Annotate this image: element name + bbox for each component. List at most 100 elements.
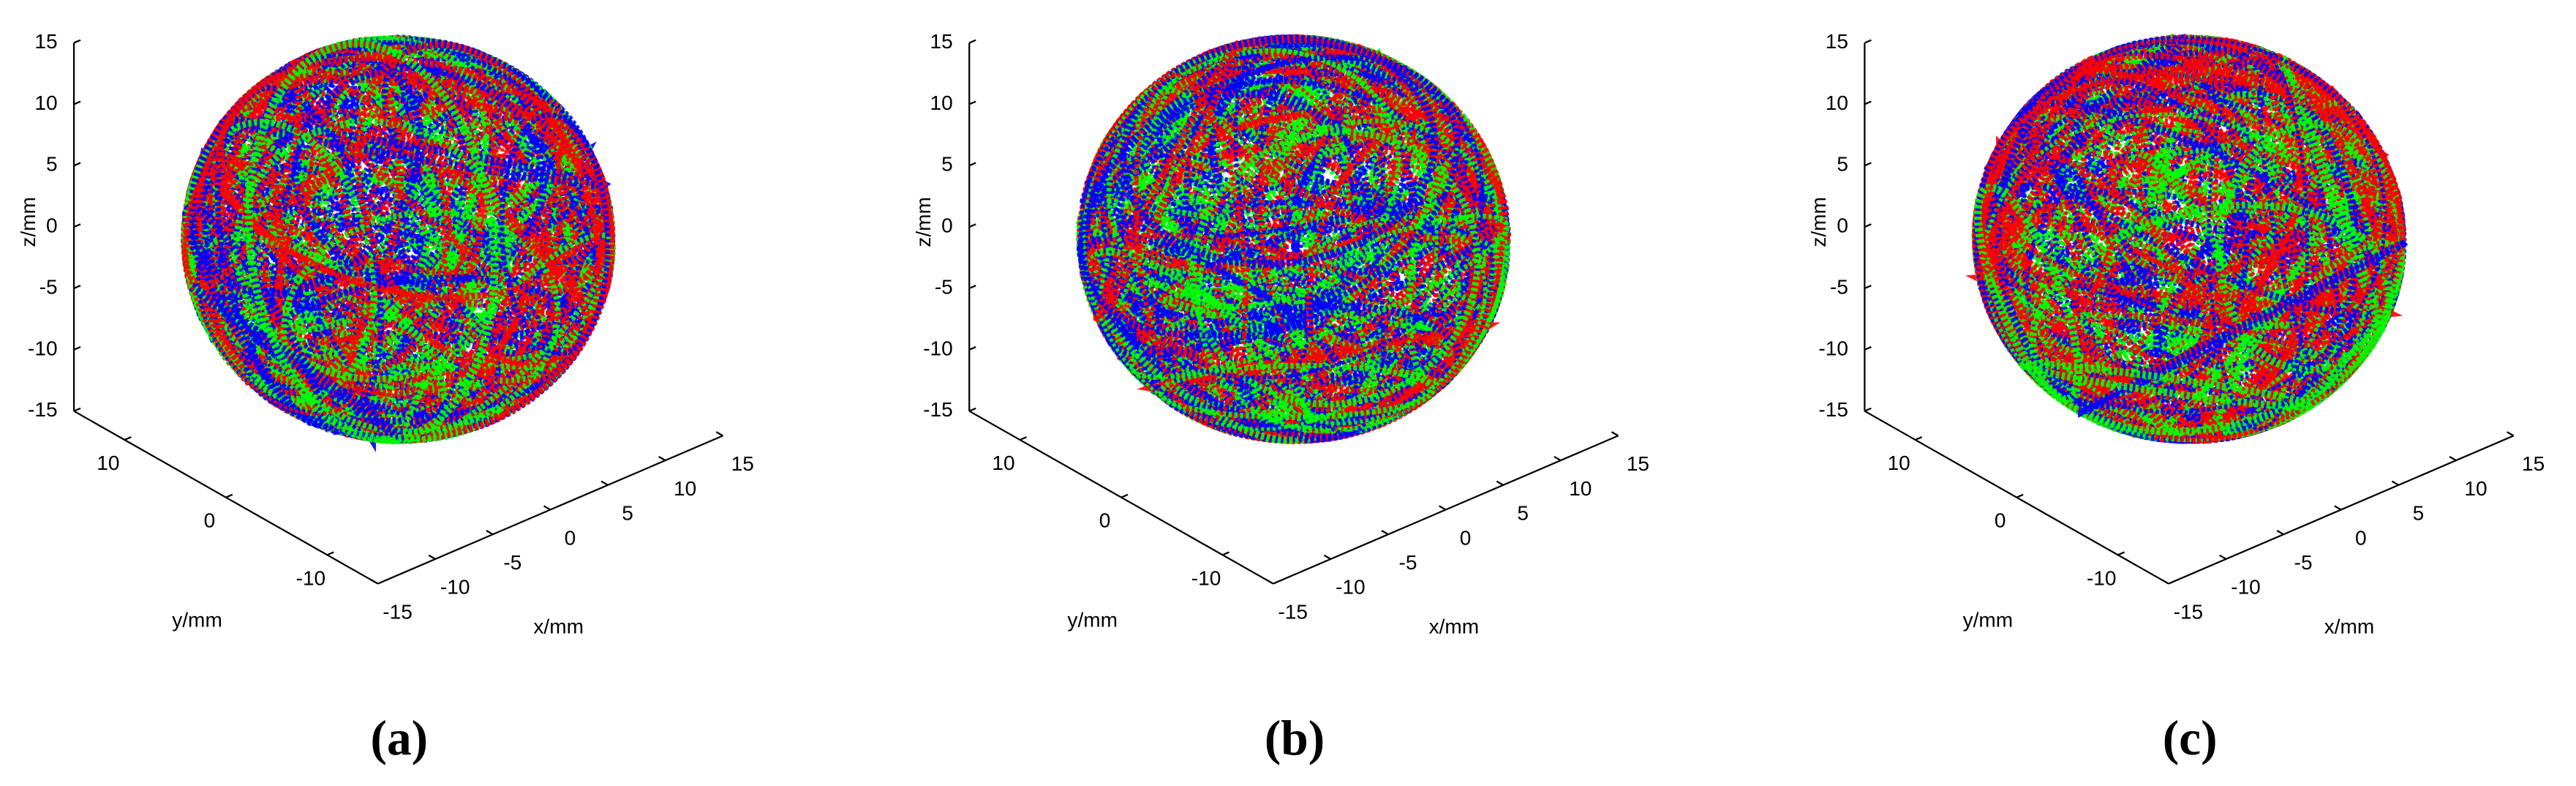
y-axis-label: y/mm (172, 609, 222, 632)
x-tick (715, 431, 723, 437)
point-trace (1208, 53, 1466, 276)
point-trace (181, 203, 325, 428)
x-tick (2507, 431, 2515, 437)
x-tick-label: 5 (622, 502, 633, 525)
point-trace (1100, 125, 1349, 381)
x-tick (486, 530, 494, 536)
x-tick (2449, 455, 2457, 462)
point-trace (426, 99, 565, 439)
x-tick-label: 15 (731, 452, 754, 475)
point-trace (1251, 39, 1510, 240)
z-tick-label: -15 (1818, 398, 1848, 421)
y-tick-label: 10 (97, 452, 119, 474)
x-tick-label: -10 (1336, 576, 1366, 599)
point-trace (403, 232, 615, 443)
point-trace (1078, 39, 1266, 240)
panel: -15 -10 -5 0 5 10 15 -10 0 10 -15 -10 -5 0 5 10 15 z/mm y/… (912, 30, 1649, 766)
x-tick-label: -15 (1278, 600, 1308, 623)
point-trace (1405, 141, 1502, 387)
y-tick (1121, 493, 1129, 498)
y-tick-label: 0 (204, 509, 216, 532)
y-tick (1915, 436, 1923, 441)
x-tick (428, 554, 436, 560)
point-trace (1082, 35, 1455, 370)
z-tick (1864, 345, 1872, 351)
x-tick (1381, 530, 1389, 536)
z-tick (73, 39, 81, 44)
z-tick-label: 0 (1837, 214, 1848, 237)
point-trace (2032, 38, 2401, 334)
point-trace (2019, 360, 2315, 411)
z-tick (73, 407, 81, 412)
point-trace (1158, 362, 1436, 420)
y-tick-label: 10 (1888, 452, 1910, 474)
point-trace (1077, 54, 1461, 339)
point-trace (216, 68, 611, 277)
point-trace (381, 41, 611, 266)
sphere-points (1965, 33, 2409, 444)
point-trace (2117, 117, 2392, 443)
z-tick (73, 223, 81, 228)
point-trace (1081, 79, 1495, 442)
y-axis-label: y/mm (1067, 609, 1118, 632)
x-tick-label: 0 (565, 526, 576, 549)
y-tick-label: -10 (296, 566, 326, 589)
z-tick-label: 10 (34, 91, 57, 114)
point-trace (1078, 42, 1485, 380)
point-trace (1974, 50, 2242, 379)
z-tick-label: -10 (923, 337, 953, 359)
y-tick-label: -10 (1191, 566, 1221, 589)
point-trace (200, 149, 508, 419)
z-tick (968, 285, 976, 290)
point-trace (181, 70, 437, 366)
x-tick (1496, 480, 1504, 486)
z-tick-label: 10 (1826, 91, 1848, 114)
x-tick-label: 0 (1460, 526, 1472, 549)
x-tick-label: 5 (1517, 502, 1529, 525)
point-trace (185, 58, 548, 271)
point-trace (1116, 90, 1374, 340)
x-tick-label: -5 (503, 551, 521, 574)
z-tick (73, 162, 81, 167)
point-trace (2135, 48, 2406, 348)
point-trace (1142, 261, 1403, 441)
point-trace (181, 50, 474, 388)
z-tick-label: -5 (1830, 275, 1848, 298)
point-trace (199, 283, 551, 405)
point-trace (2098, 56, 2377, 439)
y-axis (73, 410, 379, 585)
sphere-points (181, 34, 616, 453)
z-tick (968, 162, 976, 167)
point-trace (354, 41, 603, 386)
z-tick-label: 15 (34, 30, 57, 53)
x-tick (600, 480, 609, 486)
z-tick (73, 345, 81, 351)
point-trace (2207, 48, 2309, 431)
point-trace (1133, 72, 1249, 424)
x-tick (658, 455, 666, 462)
point-trace (288, 59, 595, 334)
point-trace (1083, 153, 1314, 411)
x-tick-label: 15 (2522, 452, 2545, 475)
y-tick (124, 436, 132, 441)
x-tick-label: 10 (2464, 477, 2487, 500)
z-tick-label: -10 (28, 337, 58, 359)
point-trace (1093, 40, 1242, 323)
point-trace (200, 221, 551, 435)
z-tick-label: 5 (1837, 153, 1848, 176)
z-tick-label: -5 (39, 275, 58, 298)
panel: -15 -10 -5 0 5 10 15 -10 0 10 -15 -10 -5 0 5 10 15 z/mm y/… (17, 30, 754, 766)
x-axis-label: x/mm (1429, 615, 1480, 638)
y-tick (2016, 493, 2024, 498)
panel-label: (a) (371, 711, 429, 766)
x-axis-label: x/mm (2324, 615, 2375, 638)
x-tick-label: 5 (2413, 502, 2425, 525)
point-trace (397, 37, 604, 324)
x-tick-label: -15 (2174, 600, 2204, 623)
x-tick-label: 15 (1627, 452, 1649, 475)
point-trace (196, 269, 472, 442)
z-tick-label: 0 (46, 214, 58, 237)
x-axis (2168, 435, 2515, 585)
point-trace (280, 209, 561, 435)
